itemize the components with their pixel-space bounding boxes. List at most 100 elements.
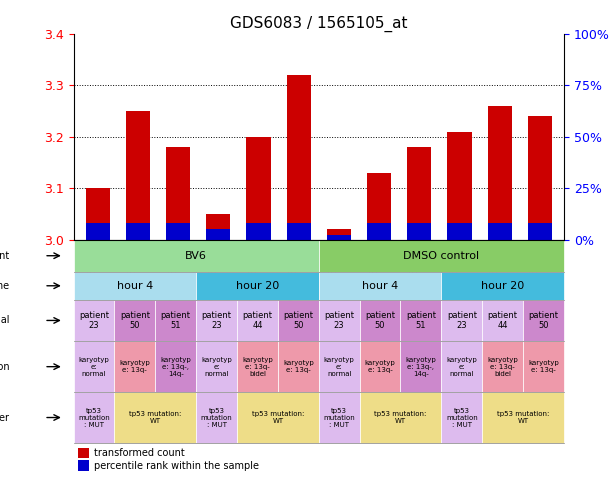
Text: karyotyp
e: 13q-: karyotyp e: 13q- — [365, 360, 395, 373]
Text: patient
23: patient 23 — [79, 311, 109, 330]
Text: karyotyp
e: 13q-: karyotyp e: 13q- — [283, 360, 314, 373]
Bar — [487, 223, 512, 240]
Bar — [441, 392, 482, 443]
Bar — [523, 299, 564, 341]
Bar — [115, 299, 155, 341]
Bar — [287, 223, 311, 240]
Text: tp53
mutation
: MUT: tp53 mutation : MUT — [78, 408, 110, 427]
Bar — [528, 116, 552, 240]
Bar — [441, 272, 564, 299]
Bar — [74, 299, 115, 341]
Bar — [246, 223, 270, 240]
Bar — [86, 188, 110, 240]
Bar — [482, 392, 564, 443]
Bar — [78, 448, 89, 458]
Bar — [319, 299, 360, 341]
Title: GDS6083 / 1565105_at: GDS6083 / 1565105_at — [230, 16, 408, 32]
Bar — [237, 392, 319, 443]
Bar — [126, 111, 150, 240]
Text: patient
44: patient 44 — [488, 311, 517, 330]
Text: genotype/variation: genotype/variation — [0, 362, 10, 372]
Bar — [407, 223, 432, 240]
Text: karyotyp
e:
normal: karyotyp e: normal — [324, 356, 354, 377]
Bar — [523, 341, 564, 392]
Bar — [126, 223, 150, 240]
Bar — [407, 147, 432, 240]
Bar — [196, 299, 237, 341]
Text: karyotyp
e: 13q-,
14q-: karyotyp e: 13q-, 14q- — [406, 356, 436, 377]
Bar — [319, 392, 360, 443]
Text: tp53 mutation:
WT: tp53 mutation: WT — [252, 411, 304, 424]
Bar — [327, 229, 351, 240]
Bar — [155, 341, 196, 392]
Bar — [287, 75, 311, 240]
Text: transformed count: transformed count — [94, 448, 185, 458]
Bar — [246, 137, 270, 240]
Text: agent: agent — [0, 251, 10, 261]
Text: karyotyp
e: 13q-,
14q-: karyotyp e: 13q-, 14q- — [161, 356, 191, 377]
Text: patient
23: patient 23 — [324, 311, 354, 330]
Text: hour 4: hour 4 — [116, 281, 153, 291]
Bar — [115, 341, 155, 392]
Text: karyotyp
e:
normal: karyotyp e: normal — [446, 356, 477, 377]
Bar — [447, 131, 471, 240]
Bar — [237, 299, 278, 341]
Text: BV6: BV6 — [185, 251, 207, 261]
Bar — [360, 299, 400, 341]
Text: tp53
mutation
: MUT: tp53 mutation : MUT — [200, 408, 232, 427]
Text: patient
44: patient 44 — [243, 311, 272, 330]
Bar — [196, 272, 319, 299]
Bar — [196, 392, 237, 443]
Bar — [319, 272, 441, 299]
Text: individual: individual — [0, 315, 10, 326]
Bar — [206, 229, 230, 240]
Bar — [487, 106, 512, 240]
Text: karyotyp
e: 13q-: karyotyp e: 13q- — [528, 360, 559, 373]
Bar — [400, 299, 441, 341]
Text: tp53
mutation
: MUT: tp53 mutation : MUT — [446, 408, 478, 427]
Text: tp53
mutation
: MUT: tp53 mutation : MUT — [323, 408, 355, 427]
Text: time: time — [0, 281, 10, 291]
Bar — [441, 341, 482, 392]
Bar — [86, 223, 110, 240]
Bar — [441, 299, 482, 341]
Bar — [74, 240, 319, 272]
Text: patient
50: patient 50 — [528, 311, 558, 330]
Bar — [319, 341, 360, 392]
Bar — [74, 392, 115, 443]
Bar — [367, 223, 391, 240]
Text: karyotyp
e:
normal: karyotyp e: normal — [78, 356, 109, 377]
Bar — [74, 272, 196, 299]
Text: karyotyp
e: 13q-
bidel: karyotyp e: 13q- bidel — [242, 356, 273, 377]
Bar — [155, 299, 196, 341]
Text: patient
51: patient 51 — [406, 311, 436, 330]
Text: karyotyp
e:
normal: karyotyp e: normal — [201, 356, 232, 377]
Text: percentile rank within the sample: percentile rank within the sample — [94, 461, 259, 471]
Bar — [482, 341, 523, 392]
Bar — [327, 235, 351, 240]
Text: patient
50: patient 50 — [120, 311, 150, 330]
Text: karyotyp
e: 13q-: karyotyp e: 13q- — [120, 360, 150, 373]
Bar — [196, 341, 237, 392]
Text: tp53 mutation:
WT: tp53 mutation: WT — [375, 411, 427, 424]
Text: hour 20: hour 20 — [236, 281, 279, 291]
Bar — [360, 392, 441, 443]
Text: other: other — [0, 412, 10, 423]
Text: karyotyp
e: 13q-
bidel: karyotyp e: 13q- bidel — [487, 356, 518, 377]
Bar — [74, 341, 115, 392]
Text: tp53 mutation:
WT: tp53 mutation: WT — [129, 411, 181, 424]
Text: hour 20: hour 20 — [481, 281, 524, 291]
Text: DMSO control: DMSO control — [403, 251, 479, 261]
Text: patient
50: patient 50 — [283, 311, 313, 330]
Bar — [115, 392, 196, 443]
Bar — [166, 147, 190, 240]
Bar — [278, 341, 319, 392]
Text: patient
23: patient 23 — [202, 311, 232, 330]
Text: patient
50: patient 50 — [365, 311, 395, 330]
Text: patient
23: patient 23 — [447, 311, 477, 330]
Bar — [447, 223, 471, 240]
Bar — [319, 240, 564, 272]
Bar — [367, 173, 391, 240]
Bar — [206, 214, 230, 240]
Bar — [166, 223, 190, 240]
